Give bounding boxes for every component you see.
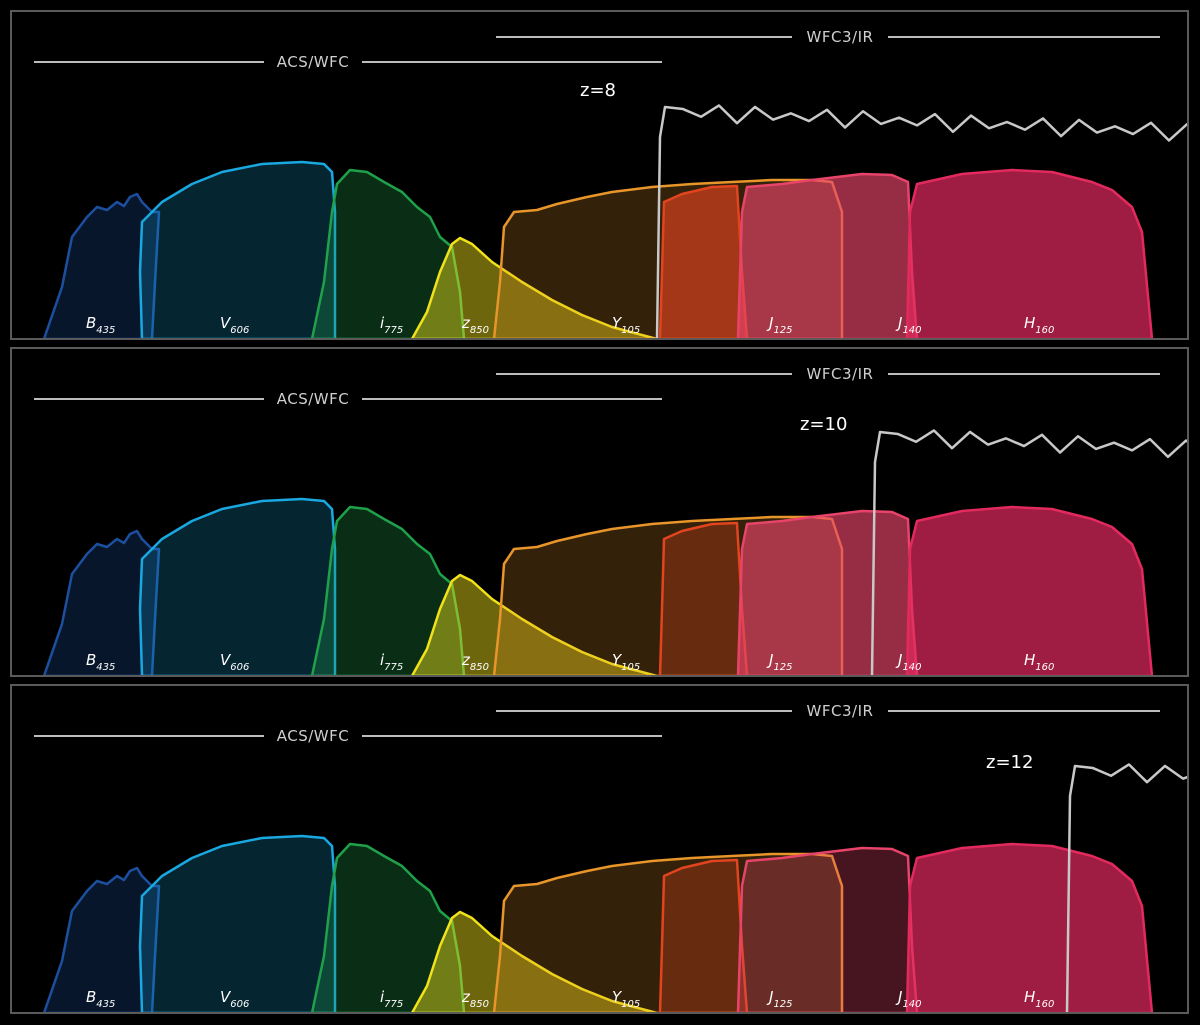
filter-label-b435: B435 [86, 651, 115, 673]
filter-label-z850: z850 [461, 988, 489, 1010]
filter-label-y105: Y105 [612, 651, 640, 673]
filter-label-y105: Y105 [612, 988, 640, 1010]
filter-curve-v606 [138, 834, 337, 1012]
redshift-label: z=12 [986, 752, 1033, 773]
redshift-panel-2: ACS/WFC WFC3/IR z=10 B435 V606 i775 z850 Y105 J1… [10, 347, 1189, 677]
filter-curve-j125 [658, 858, 749, 1012]
filter-label-i775: i775 [380, 651, 403, 673]
filter-curve-j125 [658, 184, 749, 338]
filter-label-v606: V606 [220, 314, 249, 336]
wfc3-label: WFC3/IR [807, 365, 874, 383]
filter-curve-i775 [310, 842, 466, 1012]
filter-label-v606: V606 [220, 651, 249, 673]
filter-curve-h160 [905, 842, 1154, 1012]
filter-label-j140: J140 [895, 651, 922, 673]
filter-label-z850: z850 [461, 651, 489, 673]
filter-curve-h160 [905, 505, 1154, 675]
galaxy-spectrum [1065, 763, 1187, 1012]
filter-label-j125: J125 [766, 988, 793, 1010]
wfc3-label: WFC3/IR [807, 28, 874, 46]
filter-curve-z850 [411, 236, 658, 338]
filter-curve-i775 [310, 505, 466, 675]
filter-curve-v606 [138, 497, 337, 675]
redshift-panel-3: ACS/WFC WFC3/IR z=12 B435 V606 i775 z850 Y105 J1… [10, 684, 1189, 1014]
filter-curve-j140 [736, 509, 919, 675]
filter-curve-h160 [905, 168, 1154, 338]
filter-curve-j125 [658, 521, 749, 675]
filter-curve-b435 [43, 192, 161, 338]
filter-curve-b435 [43, 529, 161, 675]
filter-label-j140: J140 [895, 314, 922, 336]
acs-label: ACS/WFC [277, 53, 349, 71]
filter-label-z850: z850 [461, 314, 489, 336]
filter-curves-svg: ACS/WFC WFC3/IR z=8 B435 V606 i775 z850 Y105 J12… [34, 28, 1187, 338]
filter-label-h160: H160 [1024, 651, 1054, 673]
acs-label: ACS/WFC [277, 727, 349, 745]
filter-label-v606: V606 [220, 988, 249, 1010]
filter-label-i775: i775 [380, 988, 403, 1010]
filter-curve-y105 [492, 852, 844, 1012]
filter-curve-v606 [138, 160, 337, 338]
filter-label-j125: J125 [766, 314, 793, 336]
filter-label-b435: B435 [86, 988, 115, 1010]
filter-curve-i775 [310, 168, 466, 338]
wfc3-label: WFC3/IR [807, 702, 874, 720]
acs-label: ACS/WFC [277, 390, 349, 408]
filter-curve-z850 [411, 910, 658, 1012]
filter-label-h160: H160 [1024, 988, 1054, 1010]
galaxy-spectrum [655, 104, 1187, 338]
filter-label-i775: i775 [380, 314, 403, 336]
filter-label-y105: Y105 [612, 314, 640, 336]
filter-label-j140: J140 [895, 988, 922, 1010]
filter-curves-svg: ACS/WFC WFC3/IR z=12 B435 V606 i775 z850 Y105 J1… [34, 702, 1187, 1012]
filter-curve-j140 [736, 846, 919, 1012]
filter-label-b435: B435 [86, 314, 115, 336]
filter-curve-z850 [411, 573, 658, 675]
filter-label-j125: J125 [766, 651, 793, 673]
filter-curves-svg: ACS/WFC WFC3/IR z=10 B435 V606 i775 z850 Y105 J1… [34, 365, 1187, 675]
filter-curve-b435 [43, 866, 161, 1012]
redshift-label: z=10 [800, 414, 847, 435]
filter-curve-j140 [736, 172, 919, 338]
redshift-panel-1: ACS/WFC WFC3/IR z=8 B435 V606 i775 z850 Y105 J12… [10, 10, 1189, 340]
galaxy-spectrum [870, 429, 1187, 675]
redshift-label: z=8 [580, 80, 616, 101]
filter-label-h160: H160 [1024, 314, 1054, 336]
